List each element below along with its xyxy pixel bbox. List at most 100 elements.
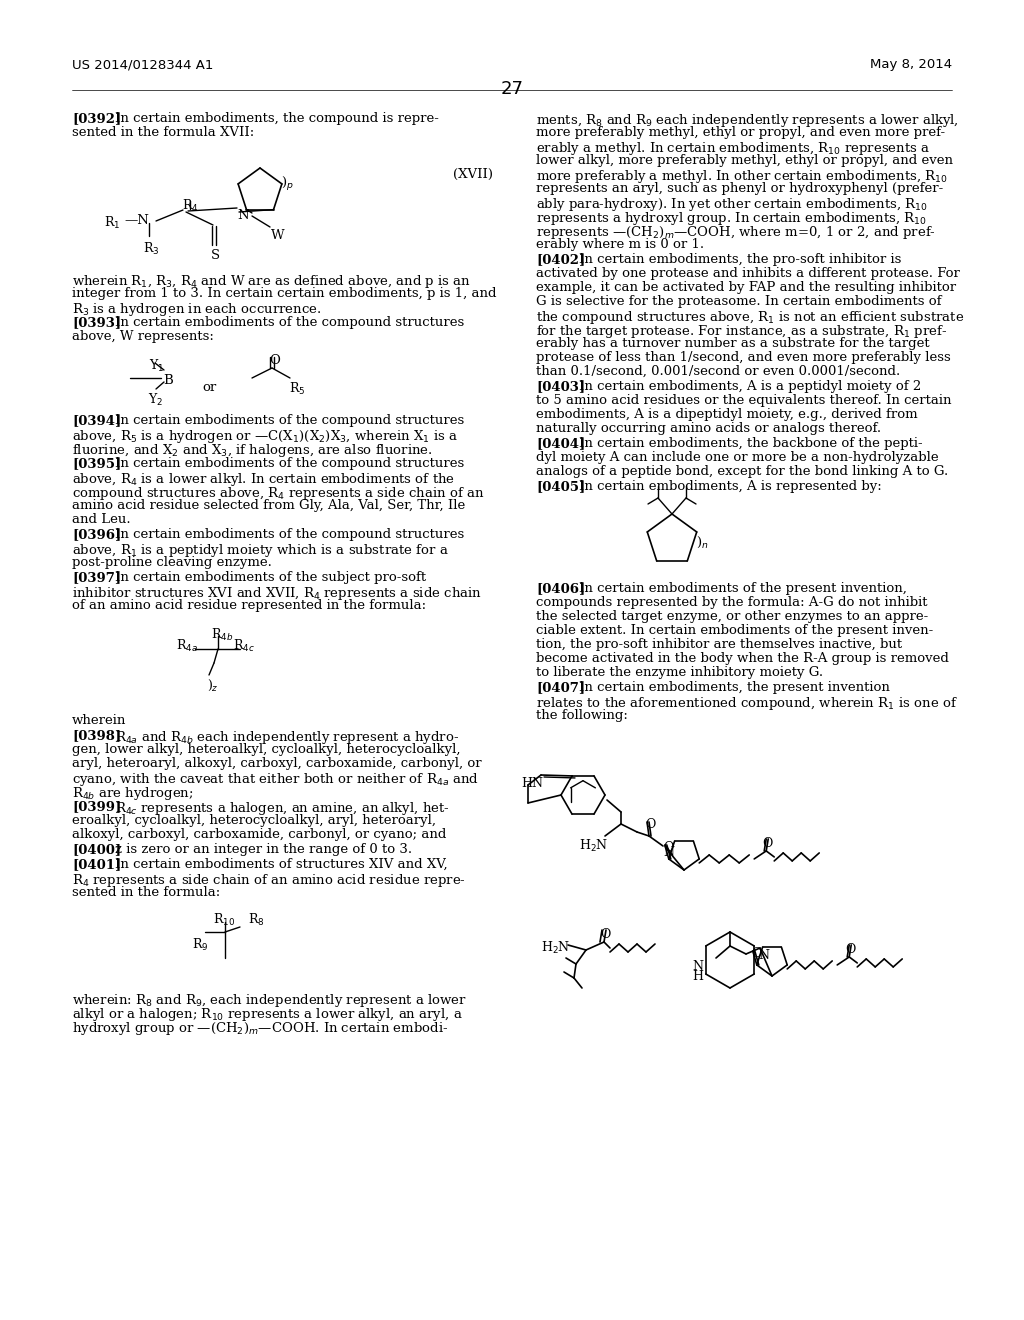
Text: sented in the formula XVII:: sented in the formula XVII: — [72, 125, 254, 139]
Text: to 5 amino acid residues or the equivalents thereof. In certain: to 5 amino acid residues or the equivale… — [536, 393, 951, 407]
Text: H$_2$N: H$_2$N — [541, 940, 570, 956]
Text: B: B — [163, 374, 173, 387]
Text: alkyl or a halogen; R$_{10}$ represents a lower alkyl, an aryl, a: alkyl or a halogen; R$_{10}$ represents … — [72, 1006, 463, 1023]
Text: wherein: wherein — [72, 714, 126, 727]
Text: [0399]: [0399] — [72, 800, 121, 813]
Text: R$_{4a}$: R$_{4a}$ — [176, 638, 198, 655]
Text: R$_3$ is a hydrogen in each occurrence.: R$_3$ is a hydrogen in each occurrence. — [72, 301, 322, 318]
Text: In certain embodiments, the backbone of the pepti-: In certain embodiments, the backbone of … — [579, 437, 923, 450]
Text: hydroxyl group or —(CH$_2$)$_m$—COOH. In certain embodi-: hydroxyl group or —(CH$_2$)$_m$—COOH. In… — [72, 1020, 449, 1038]
Text: cyano, with the caveat that either both or neither of R$_{4a}$ and: cyano, with the caveat that either both … — [72, 771, 479, 788]
Text: US 2014/0128344 A1: US 2014/0128344 A1 — [72, 58, 213, 71]
Text: H: H — [692, 970, 703, 983]
Text: [0401]: [0401] — [72, 858, 121, 871]
Text: —N: —N — [124, 214, 148, 227]
Text: In certain embodiments of the present invention,: In certain embodiments of the present in… — [579, 582, 907, 595]
Text: In certain embodiments of the compound structures: In certain embodiments of the compound s… — [115, 414, 464, 426]
Text: alkoxyl, carboxyl, carboxamide, carbonyl, or cyano; and: alkoxyl, carboxyl, carboxamide, carbonyl… — [72, 828, 446, 841]
Text: [0404]: [0404] — [536, 437, 586, 450]
Text: G is selective for the proteasome. In certain embodiments of: G is selective for the proteasome. In ce… — [536, 294, 941, 308]
Text: relates to the aforementioned compound, wherein R$_1$ is one of: relates to the aforementioned compound, … — [536, 696, 957, 711]
Text: )$_z$: )$_z$ — [207, 678, 219, 693]
Text: In certain embodiments, the compound is repre-: In certain embodiments, the compound is … — [115, 112, 439, 125]
Text: W: W — [271, 228, 285, 242]
Text: R$_{4b}$ are hydrogen;: R$_{4b}$ are hydrogen; — [72, 785, 194, 803]
Text: In certain embodiments of the compound structures: In certain embodiments of the compound s… — [115, 528, 464, 541]
Text: R$_{10}$: R$_{10}$ — [213, 912, 236, 928]
Text: eroalkyl, cycloalkyl, heterocycloalkyl, aryl, heteroaryl,: eroalkyl, cycloalkyl, heterocycloalkyl, … — [72, 814, 436, 828]
Text: In certain embodiments, A is represented by:: In certain embodiments, A is represented… — [579, 480, 882, 492]
Text: N: N — [692, 960, 703, 973]
Text: HN: HN — [521, 777, 543, 789]
Text: R$_4$ represents a side chain of an amino acid residue repre-: R$_4$ represents a side chain of an amin… — [72, 873, 466, 888]
Text: and Leu.: and Leu. — [72, 513, 131, 525]
Text: lower alkyl, more preferably methyl, ethyl or propyl, and even: lower alkyl, more preferably methyl, eth… — [536, 154, 953, 168]
Text: [0398]: [0398] — [72, 729, 121, 742]
Text: gen, lower alkyl, heteroalkyl, cycloalkyl, heterocycloalkyl,: gen, lower alkyl, heteroalkyl, cycloalky… — [72, 743, 461, 756]
Text: O: O — [663, 841, 673, 854]
Text: R$_5$: R$_5$ — [289, 381, 305, 397]
Text: [0395]: [0395] — [72, 457, 121, 470]
Text: or: or — [202, 381, 216, 393]
Text: erably where m is 0 or 1.: erably where m is 0 or 1. — [536, 238, 705, 251]
Text: )$_p$: )$_p$ — [281, 176, 294, 193]
Text: 27: 27 — [501, 81, 523, 98]
Text: the following:: the following: — [536, 709, 628, 722]
Text: [0405]: [0405] — [536, 480, 586, 492]
Text: Y$_1$: Y$_1$ — [150, 358, 164, 374]
Text: become activated in the body when the R-A group is removed: become activated in the body when the R-… — [536, 652, 949, 665]
Text: more preferably methyl, ethyl or propyl, and even more pref-: more preferably methyl, ethyl or propyl,… — [536, 125, 945, 139]
Text: [0394]: [0394] — [72, 414, 121, 426]
Text: R$_{4a}$ and R$_{4b}$ each independently represent a hydro-: R$_{4a}$ and R$_{4b}$ each independently… — [115, 729, 459, 746]
Text: ments, R$_8$ and R$_9$ each independently represents a lower alkyl,: ments, R$_8$ and R$_9$ each independentl… — [536, 112, 958, 129]
Text: O: O — [269, 354, 280, 367]
Text: [0400]: [0400] — [72, 843, 121, 855]
Text: [0403]: [0403] — [536, 380, 585, 393]
Text: H$_2$N: H$_2$N — [579, 838, 608, 854]
Text: above, W represents:: above, W represents: — [72, 330, 214, 343]
Text: O: O — [751, 946, 761, 960]
Text: In certain embodiments, the pro-soft inhibitor is: In certain embodiments, the pro-soft inh… — [579, 253, 901, 267]
Text: represents an aryl, such as phenyl or hydroxyphenyl (prefer-: represents an aryl, such as phenyl or hy… — [536, 182, 943, 195]
Text: May 8, 2014: May 8, 2014 — [869, 58, 952, 71]
Text: O: O — [845, 942, 856, 956]
Text: R$_{4c}$ represents a halogen, an amine, an alkyl, het-: R$_{4c}$ represents a halogen, an amine,… — [115, 800, 450, 817]
Text: aryl, heteroaryl, alkoxyl, carboxyl, carboxamide, carbonyl, or: aryl, heteroaryl, alkoxyl, carboxyl, car… — [72, 756, 481, 770]
Text: above, R$_1$ is a peptidyl moiety which is a substrate for a: above, R$_1$ is a peptidyl moiety which … — [72, 543, 449, 558]
Text: R$_3$: R$_3$ — [143, 242, 160, 257]
Text: z is zero or an integer in the range of 0 to 3.: z is zero or an integer in the range of … — [115, 843, 412, 855]
Text: R$_{4c}$: R$_{4c}$ — [233, 638, 255, 655]
Text: tion, the pro-soft inhibitor are themselves inactive, but: tion, the pro-soft inhibitor are themsel… — [536, 638, 902, 651]
Text: N: N — [663, 846, 674, 859]
Text: embodiments, A is a dipeptidyl moiety, e.g., derived from: embodiments, A is a dipeptidyl moiety, e… — [536, 408, 918, 421]
Text: [0396]: [0396] — [72, 528, 121, 541]
Text: R$_8$: R$_8$ — [248, 912, 264, 928]
Text: S: S — [211, 249, 220, 261]
Text: [0406]: [0406] — [536, 582, 586, 595]
Text: R$_4$: R$_4$ — [182, 198, 199, 214]
Text: R$_1$: R$_1$ — [104, 215, 120, 231]
Text: In certain embodiments of structures XIV and XV,: In certain embodiments of structures XIV… — [115, 858, 447, 871]
Text: erably a methyl. In certain embodiments, R$_{10}$ represents a: erably a methyl. In certain embodiments,… — [536, 140, 930, 157]
Text: [0397]: [0397] — [72, 572, 121, 583]
Text: the compound structures above, R$_1$ is not an efficient substrate: the compound structures above, R$_1$ is … — [536, 309, 965, 326]
Text: dyl moiety A can include one or more be a non-hydrolyzable: dyl moiety A can include one or more be … — [536, 451, 939, 465]
Text: In certain embodiments, the present invention: In certain embodiments, the present inve… — [579, 681, 890, 694]
Text: protease of less than 1/second, and even more preferably less: protease of less than 1/second, and even… — [536, 351, 950, 364]
Text: above, R$_5$ is a hydrogen or —C(X$_1$)(X$_2$)X$_3$, wherein X$_1$ is a: above, R$_5$ is a hydrogen or —C(X$_1$)(… — [72, 428, 458, 445]
Text: represents —(CH$_2$)$_m$—COOH, where m=0, 1 or 2, and pref-: represents —(CH$_2$)$_m$—COOH, where m=0… — [536, 224, 936, 242]
Text: inhibitor structures XVI and XVII, R$_4$ represents a side chain: inhibitor structures XVI and XVII, R$_4$… — [72, 585, 482, 602]
Text: O: O — [645, 818, 655, 832]
Text: [0402]: [0402] — [536, 253, 586, 267]
Text: the selected target enzyme, or other enzymes to an appre-: the selected target enzyme, or other enz… — [536, 610, 928, 623]
Text: sented in the formula:: sented in the formula: — [72, 886, 220, 899]
Text: In certain embodiments of the subject pro-soft: In certain embodiments of the subject pr… — [115, 572, 426, 583]
Text: post-proline cleaving enzyme.: post-proline cleaving enzyme. — [72, 556, 272, 569]
Text: In certain embodiments of the compound structures: In certain embodiments of the compound s… — [115, 457, 464, 470]
Text: represents a hydroxyl group. In certain embodiments, R$_{10}$: represents a hydroxyl group. In certain … — [536, 210, 927, 227]
Text: to liberate the enzyme inhibitory moiety G.: to liberate the enzyme inhibitory moiety… — [536, 667, 823, 678]
Text: naturally occurring amino acids or analogs thereof.: naturally occurring amino acids or analo… — [536, 422, 881, 436]
Text: [0393]: [0393] — [72, 315, 121, 329]
Text: for the target protease. For instance, as a substrate, R$_1$ pref-: for the target protease. For instance, a… — [536, 323, 947, 341]
Text: compound structures above, R$_4$ represents a side chain of an: compound structures above, R$_4$ represe… — [72, 484, 484, 502]
